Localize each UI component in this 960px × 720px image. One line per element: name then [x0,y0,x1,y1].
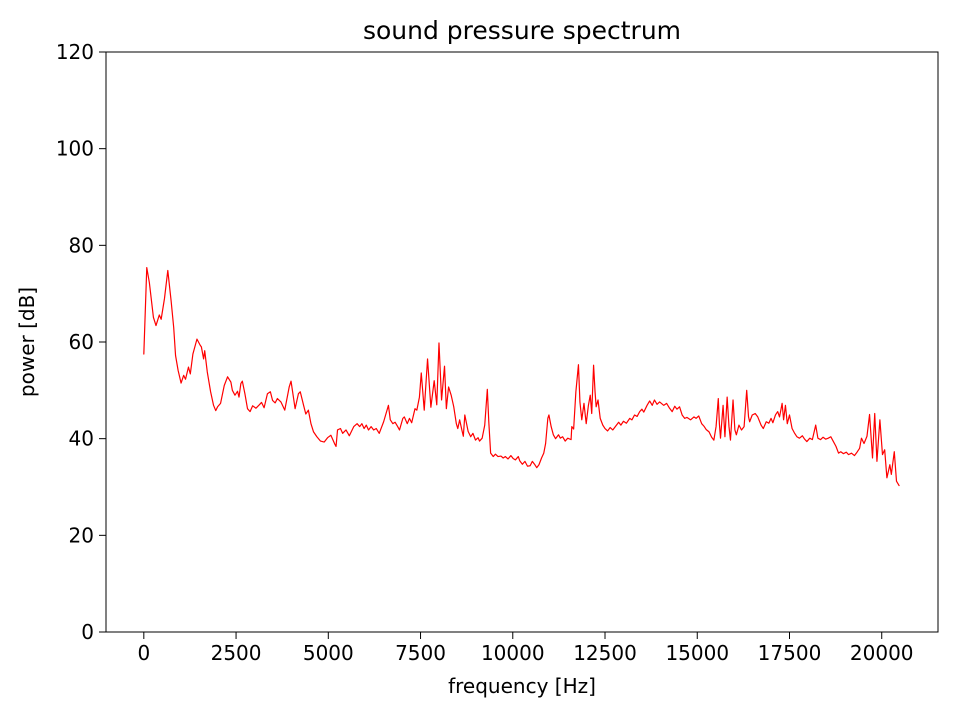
y-tick-label: 40 [69,427,94,451]
x-tick-label: 7500 [395,641,446,665]
plot-area [105,51,939,633]
y-tick-label: 80 [69,233,94,257]
y-tick-label: 60 [69,330,94,354]
x-tick-label: 15000 [665,641,729,665]
y-axis-label: power [dB] [15,287,39,397]
y-tick-label: 120 [56,40,94,64]
x-tick-label: 5000 [303,641,354,665]
y-tick-label: 20 [69,523,94,547]
x-axis-label: frequency [Hz] [448,674,596,698]
x-tick-label: 0 [137,641,150,665]
chart-title: sound pressure spectrum [363,16,681,45]
spectrum-line [143,266,900,487]
x-tick-label: 10000 [481,641,545,665]
y-tick-label: 0 [81,620,94,644]
x-tick-label: 20000 [850,641,914,665]
data-series [143,266,900,487]
y-tick-label: 100 [56,137,94,161]
x-tick-label: 2500 [211,641,262,665]
tick-labels: 0 2500 5000 7500 10000 12500 15000 17500 20000 0 2… [56,40,914,665]
axis-ticks [99,51,883,639]
x-tick-label: 12500 [573,641,637,665]
x-tick-label: 17500 [758,641,822,665]
